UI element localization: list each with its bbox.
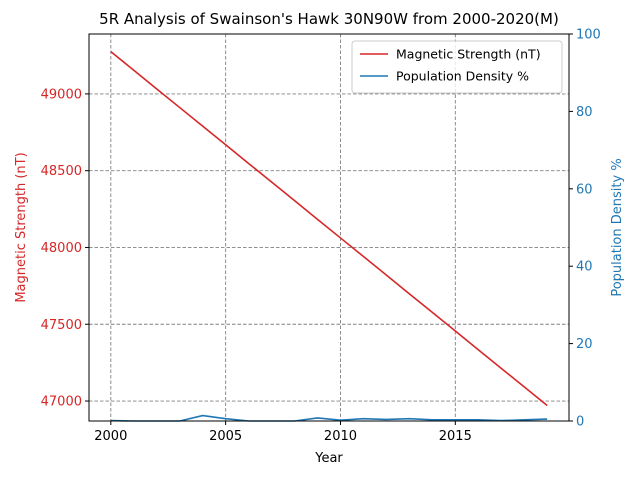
legend: Magnetic Strength (nT) Population Densit… — [351, 40, 563, 94]
series-line-magnetic-strength — [110, 51, 548, 407]
chart-title: 5R Analysis of Swainson's Hawk 30N90W fr… — [99, 10, 559, 28]
y-right-tick-label: 80 — [576, 105, 593, 120]
y-left-tick-label: 49000 — [41, 87, 82, 102]
y-right-tick-label: 0 — [576, 415, 584, 430]
y-right-tick-label: 40 — [576, 260, 593, 275]
x-tick-label: 2015 — [439, 429, 472, 444]
y-left-tick-label: 47000 — [41, 395, 82, 410]
ticks: 2000 2005 2010 2015 47000 47500 48000 48500 4900… — [41, 28, 601, 445]
x-tick-label: 2010 — [324, 429, 357, 444]
legend-label-population-density: Population Density % — [396, 69, 529, 84]
x-tick-label: 2000 — [94, 429, 127, 444]
y-left-tick-label: 48500 — [41, 164, 82, 179]
series-line-population-density — [110, 414, 548, 422]
y-left-axis-label: Magnetic Strength (nT) — [14, 152, 29, 302]
y-right-tick-label: 20 — [576, 337, 593, 352]
series — [110, 51, 548, 422]
grid — [89, 34, 569, 421]
x-axis-label: Year — [314, 451, 343, 466]
x-tick-label: 2005 — [209, 429, 242, 444]
legend-box — [351, 40, 563, 94]
y-left-tick-label: 47500 — [41, 318, 82, 333]
legend-label-magnetic-strength: Magnetic Strength (nT) — [396, 47, 541, 62]
plot-frame — [88, 33, 570, 422]
y-right-tick-label: 100 — [576, 28, 601, 43]
y-right-tick-label: 60 — [576, 182, 593, 197]
y-right-axis-label: Population Density % — [610, 158, 625, 296]
y-left-tick-label: 48000 — [41, 241, 82, 256]
